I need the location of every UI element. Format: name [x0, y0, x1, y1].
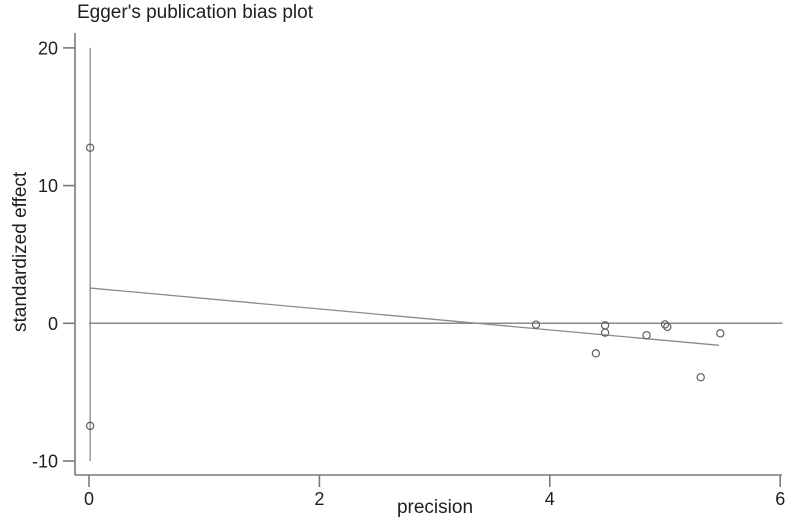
x-tick-label: 4	[545, 489, 555, 509]
data-point	[642, 331, 651, 340]
y-tick-label: 10	[38, 176, 58, 196]
data-point	[591, 349, 601, 358]
data-point	[716, 329, 725, 338]
x-tick-label: 0	[84, 489, 94, 509]
data-point	[660, 320, 670, 329]
data-point	[85, 421, 95, 431]
data-point	[696, 373, 705, 382]
x-axis-label: precision	[396, 497, 474, 518]
x-tick-label: 2	[314, 489, 324, 509]
data-point	[531, 320, 541, 329]
data-point	[663, 322, 672, 332]
y-tick-label: 0	[48, 314, 58, 334]
y-tick-label: -10	[32, 452, 58, 472]
y-tick-label: 20	[38, 38, 58, 58]
plot-title: Egger's publication bias plot	[77, 2, 313, 23]
egger-regression-line	[90, 287, 720, 346]
x-tick-label: 6	[775, 489, 785, 509]
data-point	[85, 143, 95, 152]
data-point	[600, 328, 610, 337]
